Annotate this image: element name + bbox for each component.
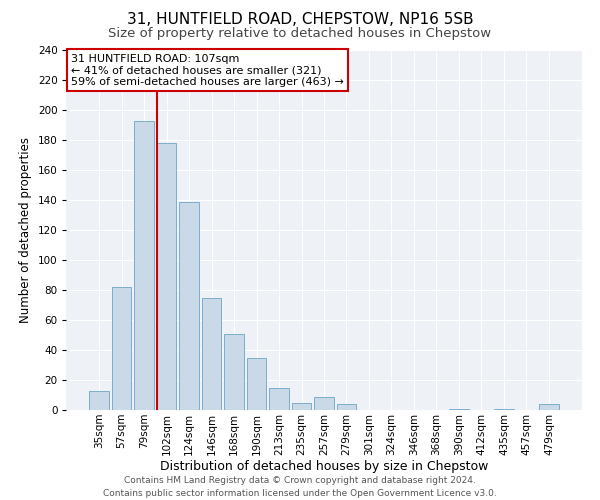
- Bar: [112, 287, 131, 410]
- Bar: [202, 298, 221, 410]
- Text: 31 HUNTFIELD ROAD: 107sqm
← 41% of detached houses are smaller (321)
59% of semi: 31 HUNTFIELD ROAD: 107sqm ← 41% of detac…: [71, 54, 344, 87]
- Bar: [337, 404, 356, 410]
- Text: 31, HUNTFIELD ROAD, CHEPSTOW, NP16 5SB: 31, HUNTFIELD ROAD, CHEPSTOW, NP16 5SB: [127, 12, 473, 28]
- Bar: [224, 334, 244, 410]
- X-axis label: Distribution of detached houses by size in Chepstow: Distribution of detached houses by size …: [160, 460, 488, 473]
- Y-axis label: Number of detached properties: Number of detached properties: [19, 137, 32, 323]
- Bar: [449, 408, 469, 410]
- Text: Size of property relative to detached houses in Chepstow: Size of property relative to detached ho…: [109, 28, 491, 40]
- Bar: [494, 408, 514, 410]
- Bar: [269, 388, 289, 410]
- Bar: [157, 143, 176, 410]
- Bar: [134, 120, 154, 410]
- Bar: [89, 390, 109, 410]
- Bar: [247, 358, 266, 410]
- Bar: [292, 402, 311, 410]
- Text: Contains HM Land Registry data © Crown copyright and database right 2024.
Contai: Contains HM Land Registry data © Crown c…: [103, 476, 497, 498]
- Bar: [539, 404, 559, 410]
- Bar: [179, 202, 199, 410]
- Bar: [314, 396, 334, 410]
